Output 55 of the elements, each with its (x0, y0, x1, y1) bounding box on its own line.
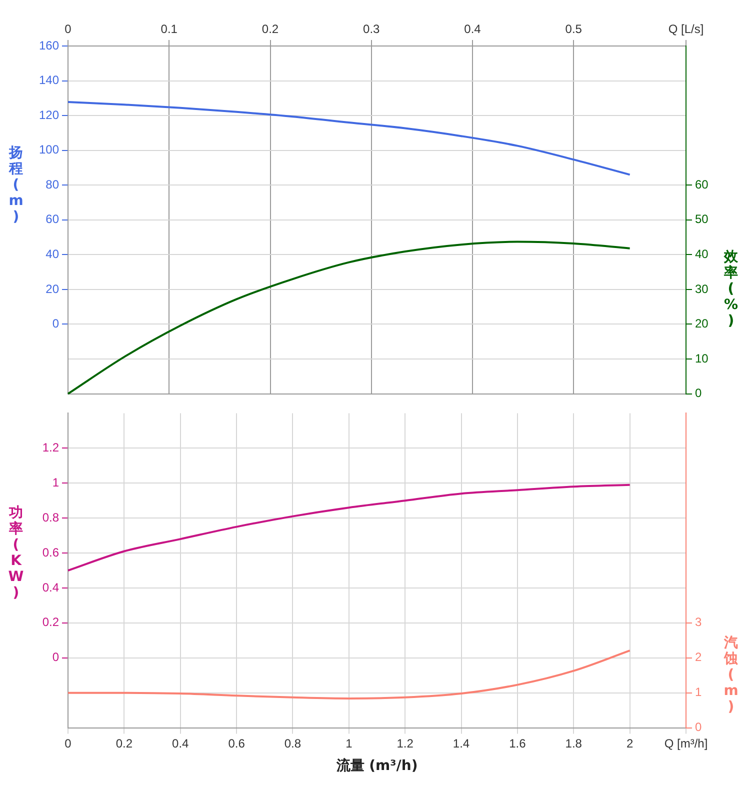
x2-tick-label: 0 (64, 22, 72, 36)
x-tick-label: 1.2 (396, 736, 414, 750)
y-tick-label: 160 (38, 38, 60, 52)
y-tick-label: 0.6 (42, 545, 60, 560)
line-series (67, 240, 631, 395)
x2-tick-label: Q [L/s] (668, 22, 704, 36)
y-tick-label: 0.4 (42, 580, 60, 594)
x2-tick-label: 0.2 (262, 22, 279, 36)
x-tick-label: 1.6 (509, 736, 526, 750)
y-axis-title: 扬程(m) (8, 145, 24, 226)
x-tick-label: 1 (346, 736, 353, 750)
y-tick-label: 20 (46, 282, 60, 296)
y2-tick-label: 30 (695, 282, 709, 296)
y2-tick-label: 3 (695, 615, 702, 630)
y-tick-label: 120 (38, 108, 60, 122)
x-tick-label: 0.6 (228, 736, 246, 750)
x-tick-label: 0.2 (116, 736, 133, 750)
x2-tick-label: 0.5 (565, 22, 582, 36)
x-tick-label: 0.8 (284, 736, 302, 750)
y-axis-title: 功率(KW) (8, 505, 24, 602)
x-tick-label: 1.8 (565, 736, 582, 750)
y-tick-label: 60 (46, 212, 60, 226)
y2-tick-label: 2 (695, 650, 702, 664)
x-axis-title: 流量 (m³/h) (335, 757, 418, 774)
x2-tick-label: 0.4 (464, 22, 482, 36)
x-tick-label: 2 (626, 736, 634, 750)
line-series (67, 484, 631, 572)
y-tick-label: 80 (46, 177, 60, 192)
y-tick-label: 0 (52, 316, 60, 331)
y2-axis-title: 效率(%) (724, 249, 738, 330)
line-series (67, 650, 631, 700)
y2-tick-label: 50 (695, 212, 709, 226)
y2-tick-label: 20 (695, 316, 709, 331)
y-tick-label: 100 (38, 142, 60, 157)
y2-axis-title: 汽蚀(m) (724, 635, 738, 716)
y-tick-label: 1 (52, 475, 60, 490)
y2-tick-label: 40 (695, 246, 709, 261)
y-tick-label: 1.2 (42, 440, 60, 454)
y2-tick-label: 0 (695, 386, 702, 400)
y-tick-label: 0.8 (42, 510, 60, 524)
y2-tick-label: 60 (695, 177, 709, 192)
y2-tick-label: 1 (695, 685, 702, 700)
x2-tick-label: 0.3 (363, 22, 380, 36)
x-tick-label: 0 (64, 736, 72, 750)
x-tick-label: 1.4 (452, 736, 470, 750)
y2-tick-label: 10 (695, 351, 709, 366)
x2-tick-label: 0.1 (160, 22, 178, 36)
x-tick-label: 0.4 (172, 736, 190, 750)
y-tick-label: 40 (46, 246, 60, 261)
x-tick-label: Q [m³/h] (664, 736, 708, 750)
line-series (67, 100, 631, 176)
y-tick-label: 0.2 (42, 615, 60, 630)
y2-tick-label: 0 (695, 720, 702, 734)
y-tick-label: 0 (52, 650, 60, 664)
y-tick-label: 140 (38, 73, 60, 88)
